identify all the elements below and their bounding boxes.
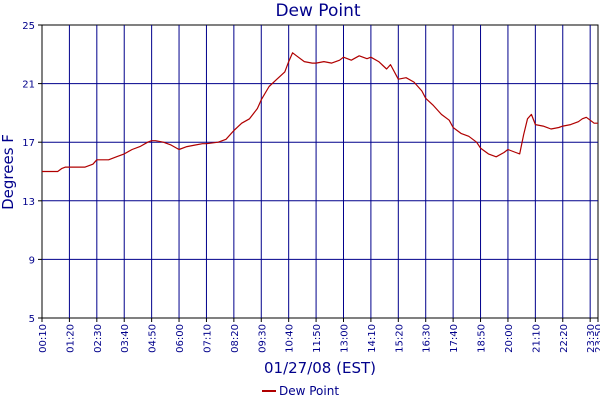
y-tick-label: 25	[22, 21, 35, 32]
x-tick-label: 10:40	[285, 324, 296, 353]
x-tick-label: 02:30	[93, 324, 104, 353]
x-tick-label: 04:50	[148, 324, 159, 353]
series-layer	[42, 52, 598, 173]
x-tick-label: 00:10	[38, 324, 49, 353]
x-tick-label: 22:20	[559, 324, 570, 353]
x-tick-label: 17:40	[449, 324, 460, 353]
x-tick-label: 06:00	[175, 324, 186, 353]
x-axis-ticks: 00:10 01:20 02:30 03:40 04:50 06:00 07:10 08:20…	[38, 318, 600, 353]
y-axis-label: Degrees F	[0, 134, 17, 210]
x-tick-label: 15:20	[394, 324, 405, 353]
x-tick-label: 21:10	[531, 324, 542, 353]
y-tick-label: 21	[22, 80, 35, 91]
plot-area	[41, 24, 599, 319]
dew-point-series-line	[42, 52, 598, 173]
x-axis-label: 01/27/08 (EST)	[264, 359, 376, 377]
x-tick-label: 23:50	[594, 324, 600, 353]
x-tick-label: 07:10	[202, 324, 213, 353]
x-tick-label: 13:00	[339, 324, 350, 353]
y-tick-label: 5	[29, 314, 35, 325]
x-tick-label: 01:20	[65, 324, 76, 353]
x-tick-label: 11:50	[312, 324, 323, 353]
y-tick-label: 13	[22, 197, 35, 208]
x-tick-label: 23:30	[586, 324, 597, 353]
x-tick-label: 14:10	[367, 324, 378, 353]
y-tick-label: 17	[22, 138, 35, 149]
legend-label: Dew Point	[279, 384, 339, 398]
x-tick-label: 18:50	[477, 324, 488, 353]
x-tick-label: 09:30	[257, 324, 268, 353]
legend: Dew Point	[262, 384, 339, 398]
grid-lines	[42, 25, 598, 318]
y-axis-ticks: 5 9 13 17 21 25	[22, 21, 42, 325]
chart-title: Dew Point	[275, 1, 360, 21]
y-tick-label: 9	[29, 255, 35, 266]
x-tick-label: 20:00	[504, 324, 515, 353]
x-tick-label: 08:20	[230, 324, 241, 353]
x-tick-label: 16:30	[422, 324, 433, 353]
x-tick-label: 03:40	[120, 324, 131, 353]
